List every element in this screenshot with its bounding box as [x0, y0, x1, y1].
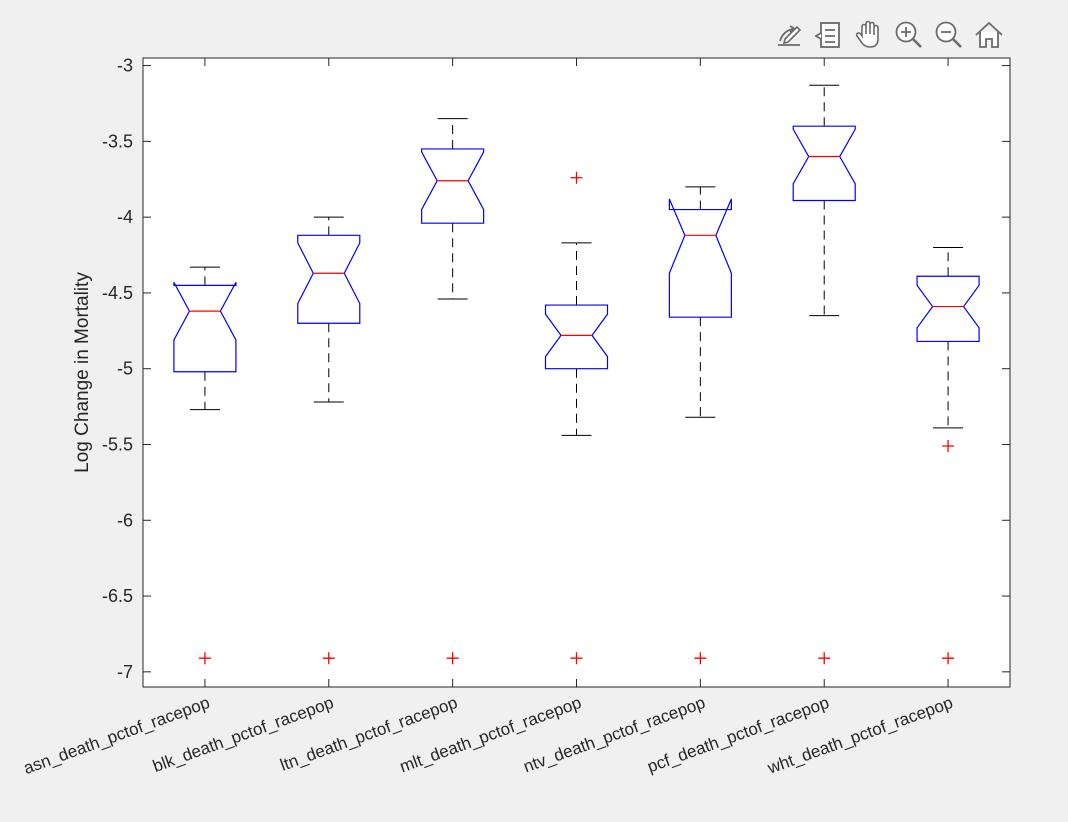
axes-frame	[142, 57, 1011, 688]
outlier-marker	[570, 652, 583, 665]
zoom-out-button[interactable]	[930, 16, 968, 54]
y-tick-label: -6	[117, 510, 133, 530]
y-tick-label: -3	[117, 56, 133, 76]
box-group	[297, 216, 361, 665]
y-tick-label: -5.5	[102, 434, 133, 454]
notched-box	[792, 125, 856, 202]
box-group	[792, 84, 856, 665]
home-icon	[975, 21, 1003, 48]
y-axis-label: Log Change in Mortality	[72, 272, 93, 473]
pan-button[interactable]	[850, 16, 888, 54]
y-tick-label: -3.5	[102, 131, 133, 151]
zoom-in-button[interactable]	[890, 16, 928, 54]
zoom-in-icon	[895, 21, 922, 48]
axis-ticks	[143, 58, 1010, 687]
edit-plot-button[interactable]	[770, 16, 808, 54]
pan-hand-icon	[855, 20, 879, 48]
zoom-out-icon	[935, 21, 962, 48]
y-tick-label: -4	[117, 207, 133, 227]
box-group	[421, 118, 485, 665]
x-tick-labels: asn_death_pctof_racepopblk_death_pctof_r…	[21, 693, 955, 778]
y-tick-label: -4.5	[102, 283, 133, 303]
box-group	[916, 246, 980, 665]
restore-view-button[interactable]	[970, 16, 1008, 54]
y-tick-label: -6.5	[102, 586, 133, 606]
notched-box	[916, 275, 980, 343]
outlier-marker	[818, 652, 831, 665]
outlier-marker	[694, 652, 707, 665]
notched-box	[421, 148, 485, 224]
box-plot-groups	[173, 84, 980, 665]
box-group	[544, 171, 609, 665]
notched-box	[297, 234, 361, 324]
outlier-marker	[942, 440, 955, 453]
axes-toolbar	[770, 16, 1008, 54]
outlier-marker	[198, 652, 211, 665]
notched-box	[668, 198, 732, 318]
data-tips-button[interactable]	[810, 16, 848, 54]
y-tick-labels: -3 -3.5 -4 -4.5 -5 -5.5 -6 -6.5 -7	[102, 56, 133, 682]
notched-box	[544, 304, 609, 370]
outlier-marker	[446, 652, 459, 665]
box-group	[668, 186, 732, 665]
edit-plot-icon	[778, 25, 802, 46]
outlier-marker	[322, 652, 335, 665]
y-tick-label: -7	[117, 662, 133, 682]
notched-box	[173, 282, 237, 373]
data-tips-icon	[814, 22, 840, 48]
outlier-marker	[942, 652, 955, 665]
box-group	[173, 266, 237, 665]
y-tick-label: -5	[117, 359, 133, 379]
outlier-marker	[570, 171, 583, 184]
